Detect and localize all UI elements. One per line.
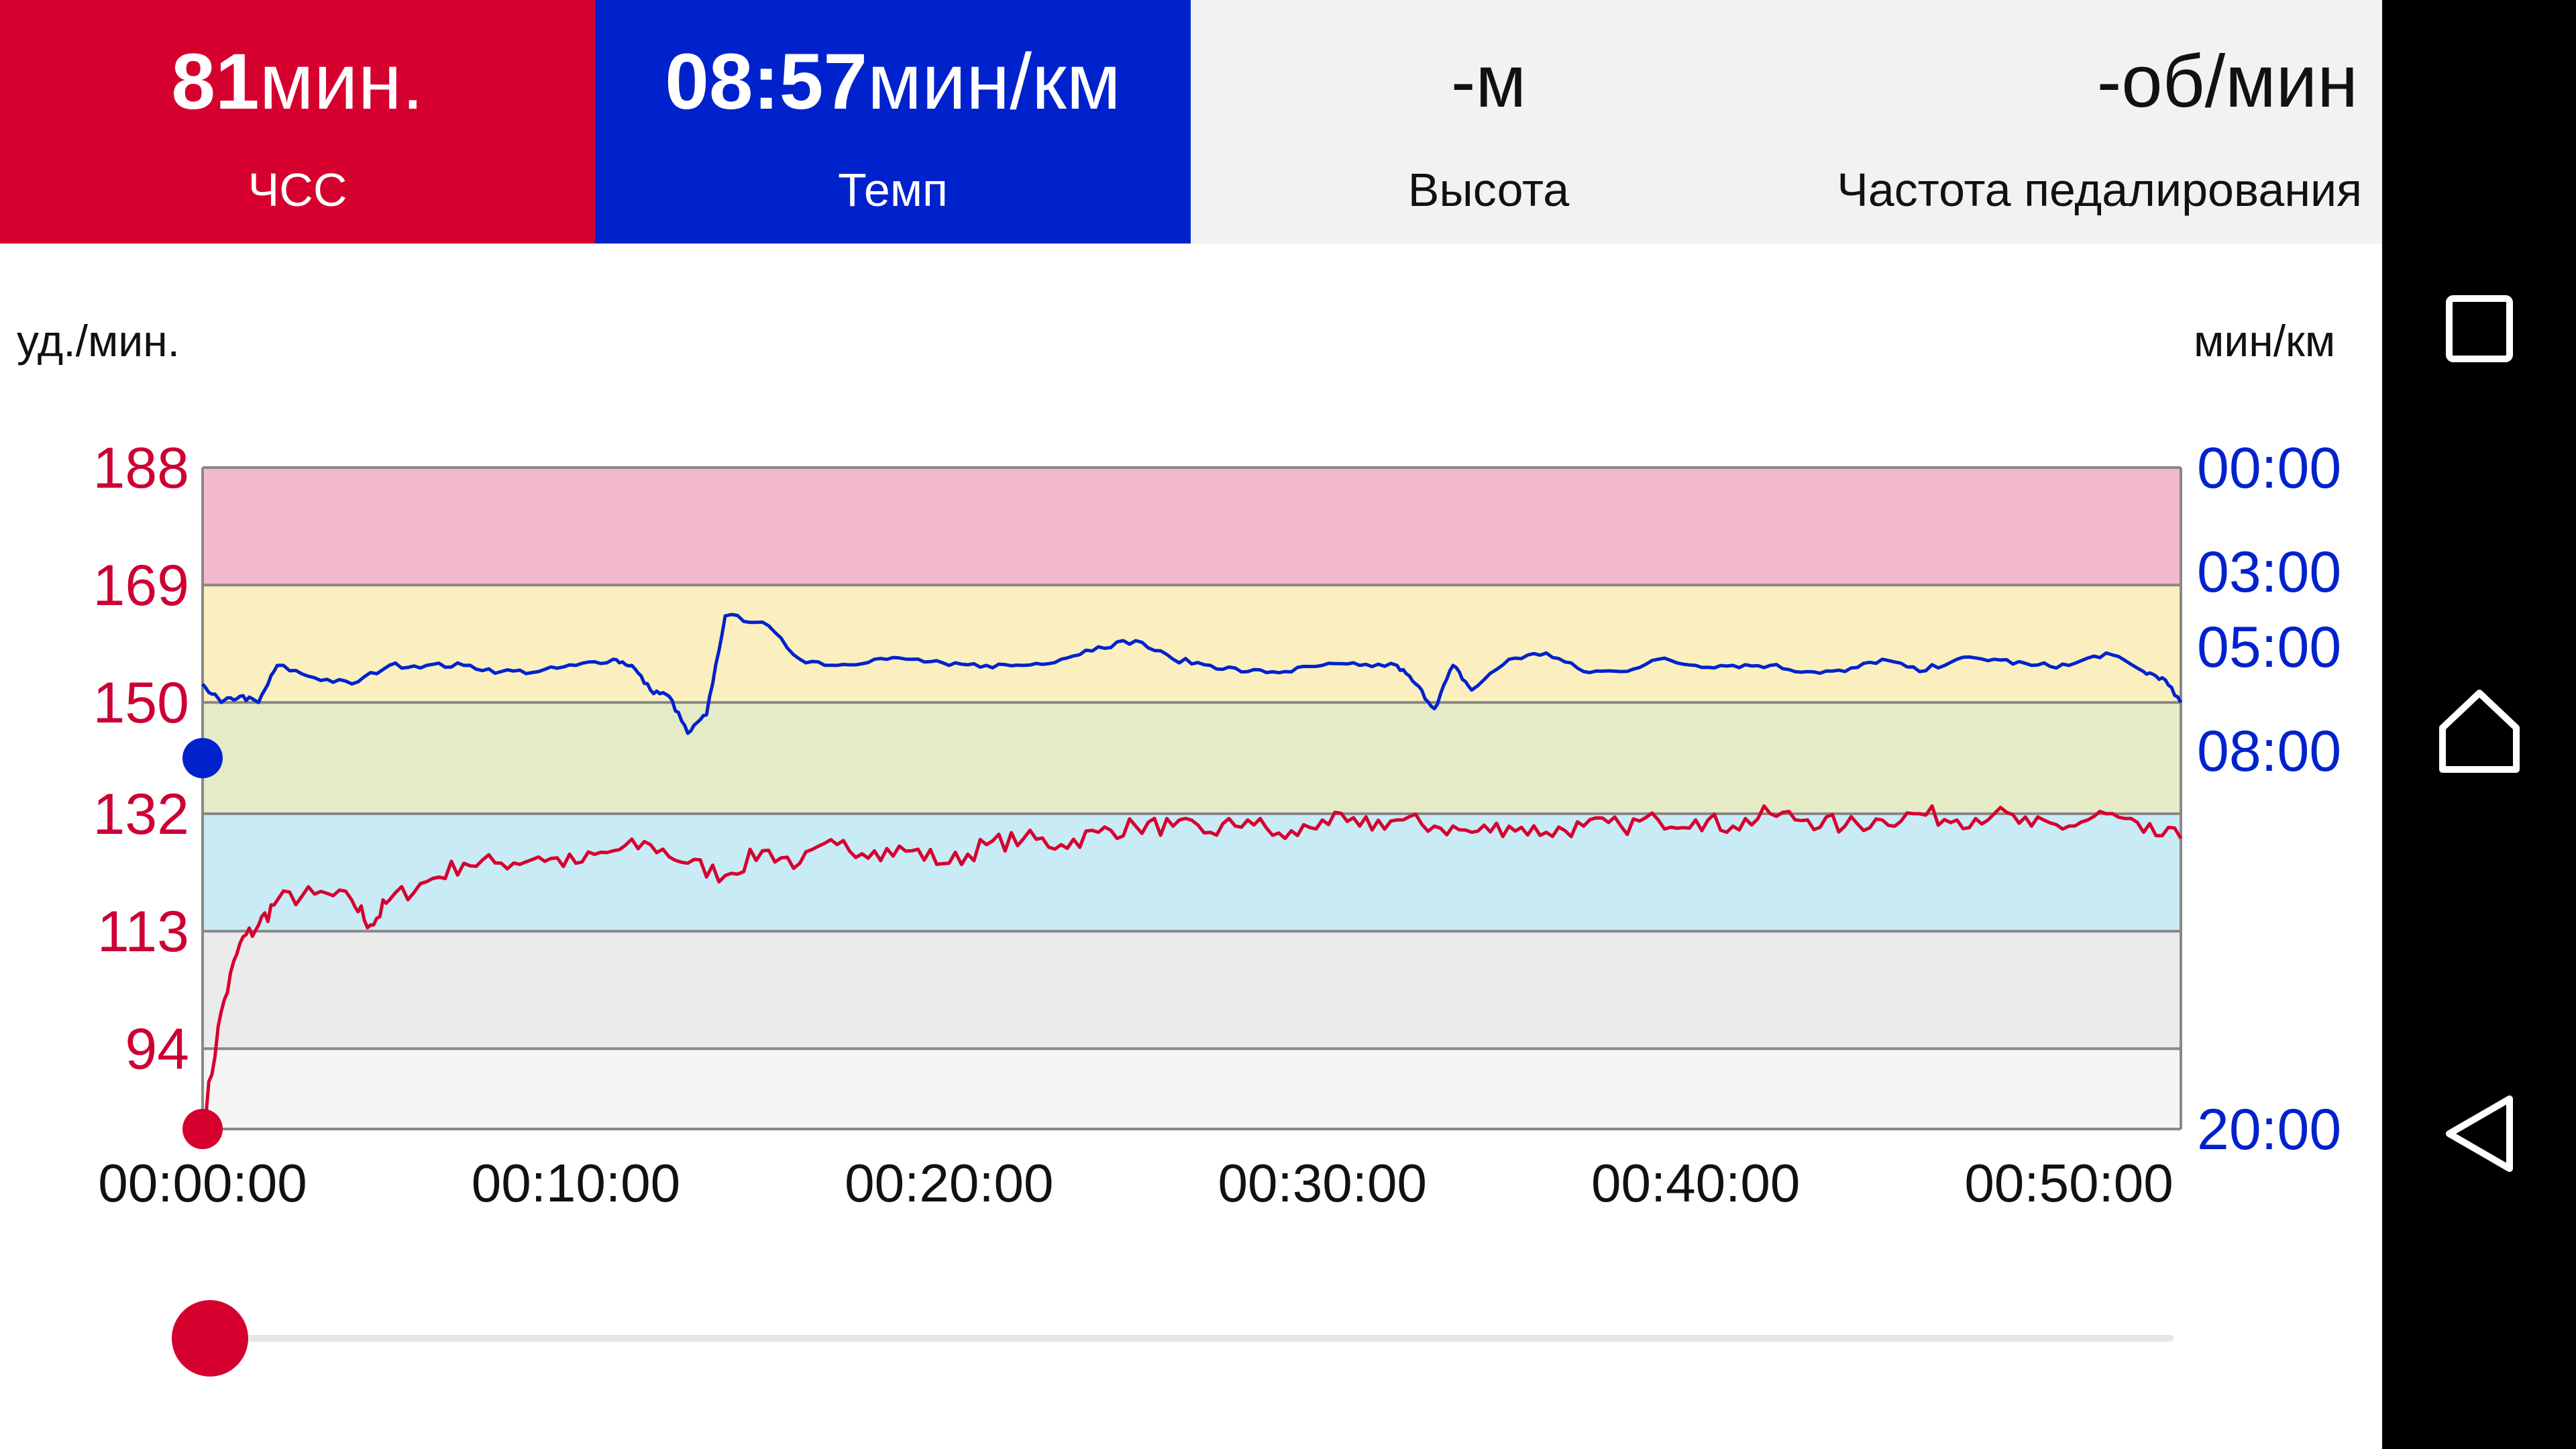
back-triangle-icon [2445, 1095, 2513, 1172]
time-tick-label: 00:20:00 [845, 1153, 1053, 1213]
zone-band-2 [203, 702, 2181, 814]
time-axis-ticks: 00:00:00 00:10:00 00:20:00 00:30:00 00:40:00… [98, 1153, 2173, 1213]
cadence-label: Частота педалирования [1837, 164, 2362, 216]
heart-rate-pace-chart[interactable]: 188 169 150 132 113 94 00:00 03:00 05:00 08:00 20… [0, 402, 2382, 1228]
zone-band-4 [203, 931, 2181, 1049]
left-tick-label: 132 [93, 782, 190, 847]
left-axis-ticks: 188 169 150 132 113 94 [93, 436, 190, 1081]
stats-header: 81мин. ЧСС 08:57мин/км Темп -м Высота -о… [0, 0, 2382, 244]
right-tick-label: 08:00 [2197, 719, 2341, 784]
home-icon [2438, 690, 2520, 773]
home-button[interactable] [2382, 664, 2576, 798]
right-axis-unit: мин/км [2194, 316, 2336, 366]
left-tick-label: 113 [97, 900, 189, 964]
timeline-slider-thumb[interactable] [172, 1300, 248, 1377]
heart-rate-tile[interactable]: 81мин. ЧСС [0, 0, 595, 244]
app-screen: 81мин. ЧСС 08:57мин/км Темп -м Высота -о… [0, 0, 2382, 1377]
left-tick-label: 188 [93, 436, 190, 500]
time-tick-label: 00:30:00 [1218, 1153, 1427, 1213]
cadence-value: -об/мин [2096, 40, 2358, 123]
left-tick-label: 94 [125, 1017, 189, 1081]
pace-label: Темп [838, 164, 948, 216]
android-nav-bar [2382, 0, 2576, 1449]
zone-band-5 [203, 1049, 2181, 1129]
left-tick-label: 169 [93, 553, 190, 618]
pace-tile[interactable]: 08:57мин/км Темп [595, 0, 1191, 244]
pace-cursor-dot [182, 738, 223, 779]
right-tick-label: 05:00 [2197, 615, 2341, 680]
time-tick-label: 00:50:00 [1964, 1153, 2173, 1213]
altitude-tile[interactable]: -м Высота [1191, 0, 1786, 244]
left-axis-unit: уд./мин. [17, 316, 180, 366]
back-button[interactable] [2382, 1067, 2576, 1201]
heart-rate-line [201, 804, 2183, 1130]
hr-zone-bands [203, 468, 2181, 1129]
recents-button[interactable] [2382, 262, 2576, 396]
timeline-slider-track[interactable] [201, 1335, 2174, 1342]
right-tick-label: 03:00 [2197, 540, 2341, 604]
altitude-label: Высота [1407, 164, 1570, 216]
zone-band-1 [203, 585, 2181, 703]
pace-value: 08:57мин/км [665, 38, 1121, 126]
cadence-tile[interactable]: -об/мин Частота педалирования [1786, 0, 2382, 244]
square-icon [2445, 295, 2513, 362]
zone-gridlines [201, 466, 2182, 1130]
right-axis-ticks: 00:00 03:00 05:00 08:00 20:00 [2197, 436, 2341, 1162]
right-tick-label: 20:00 [2197, 1097, 2341, 1162]
heart-rate-value: 81мин. [171, 38, 424, 126]
time-tick-label: 00:00:00 [98, 1153, 307, 1213]
heart-rate-cursor-dot [182, 1109, 223, 1149]
pace-line [201, 612, 2183, 735]
altitude-value: -м [1450, 40, 1527, 123]
time-tick-label: 00:10:00 [472, 1153, 680, 1213]
zone-band-0 [203, 468, 2181, 586]
time-tick-label: 00:40:00 [1591, 1153, 1800, 1213]
left-tick-label: 150 [93, 671, 190, 735]
heart-rate-label: ЧСС [248, 164, 347, 216]
right-tick-label: 00:00 [2197, 436, 2341, 500]
zone-band-3 [203, 814, 2181, 932]
